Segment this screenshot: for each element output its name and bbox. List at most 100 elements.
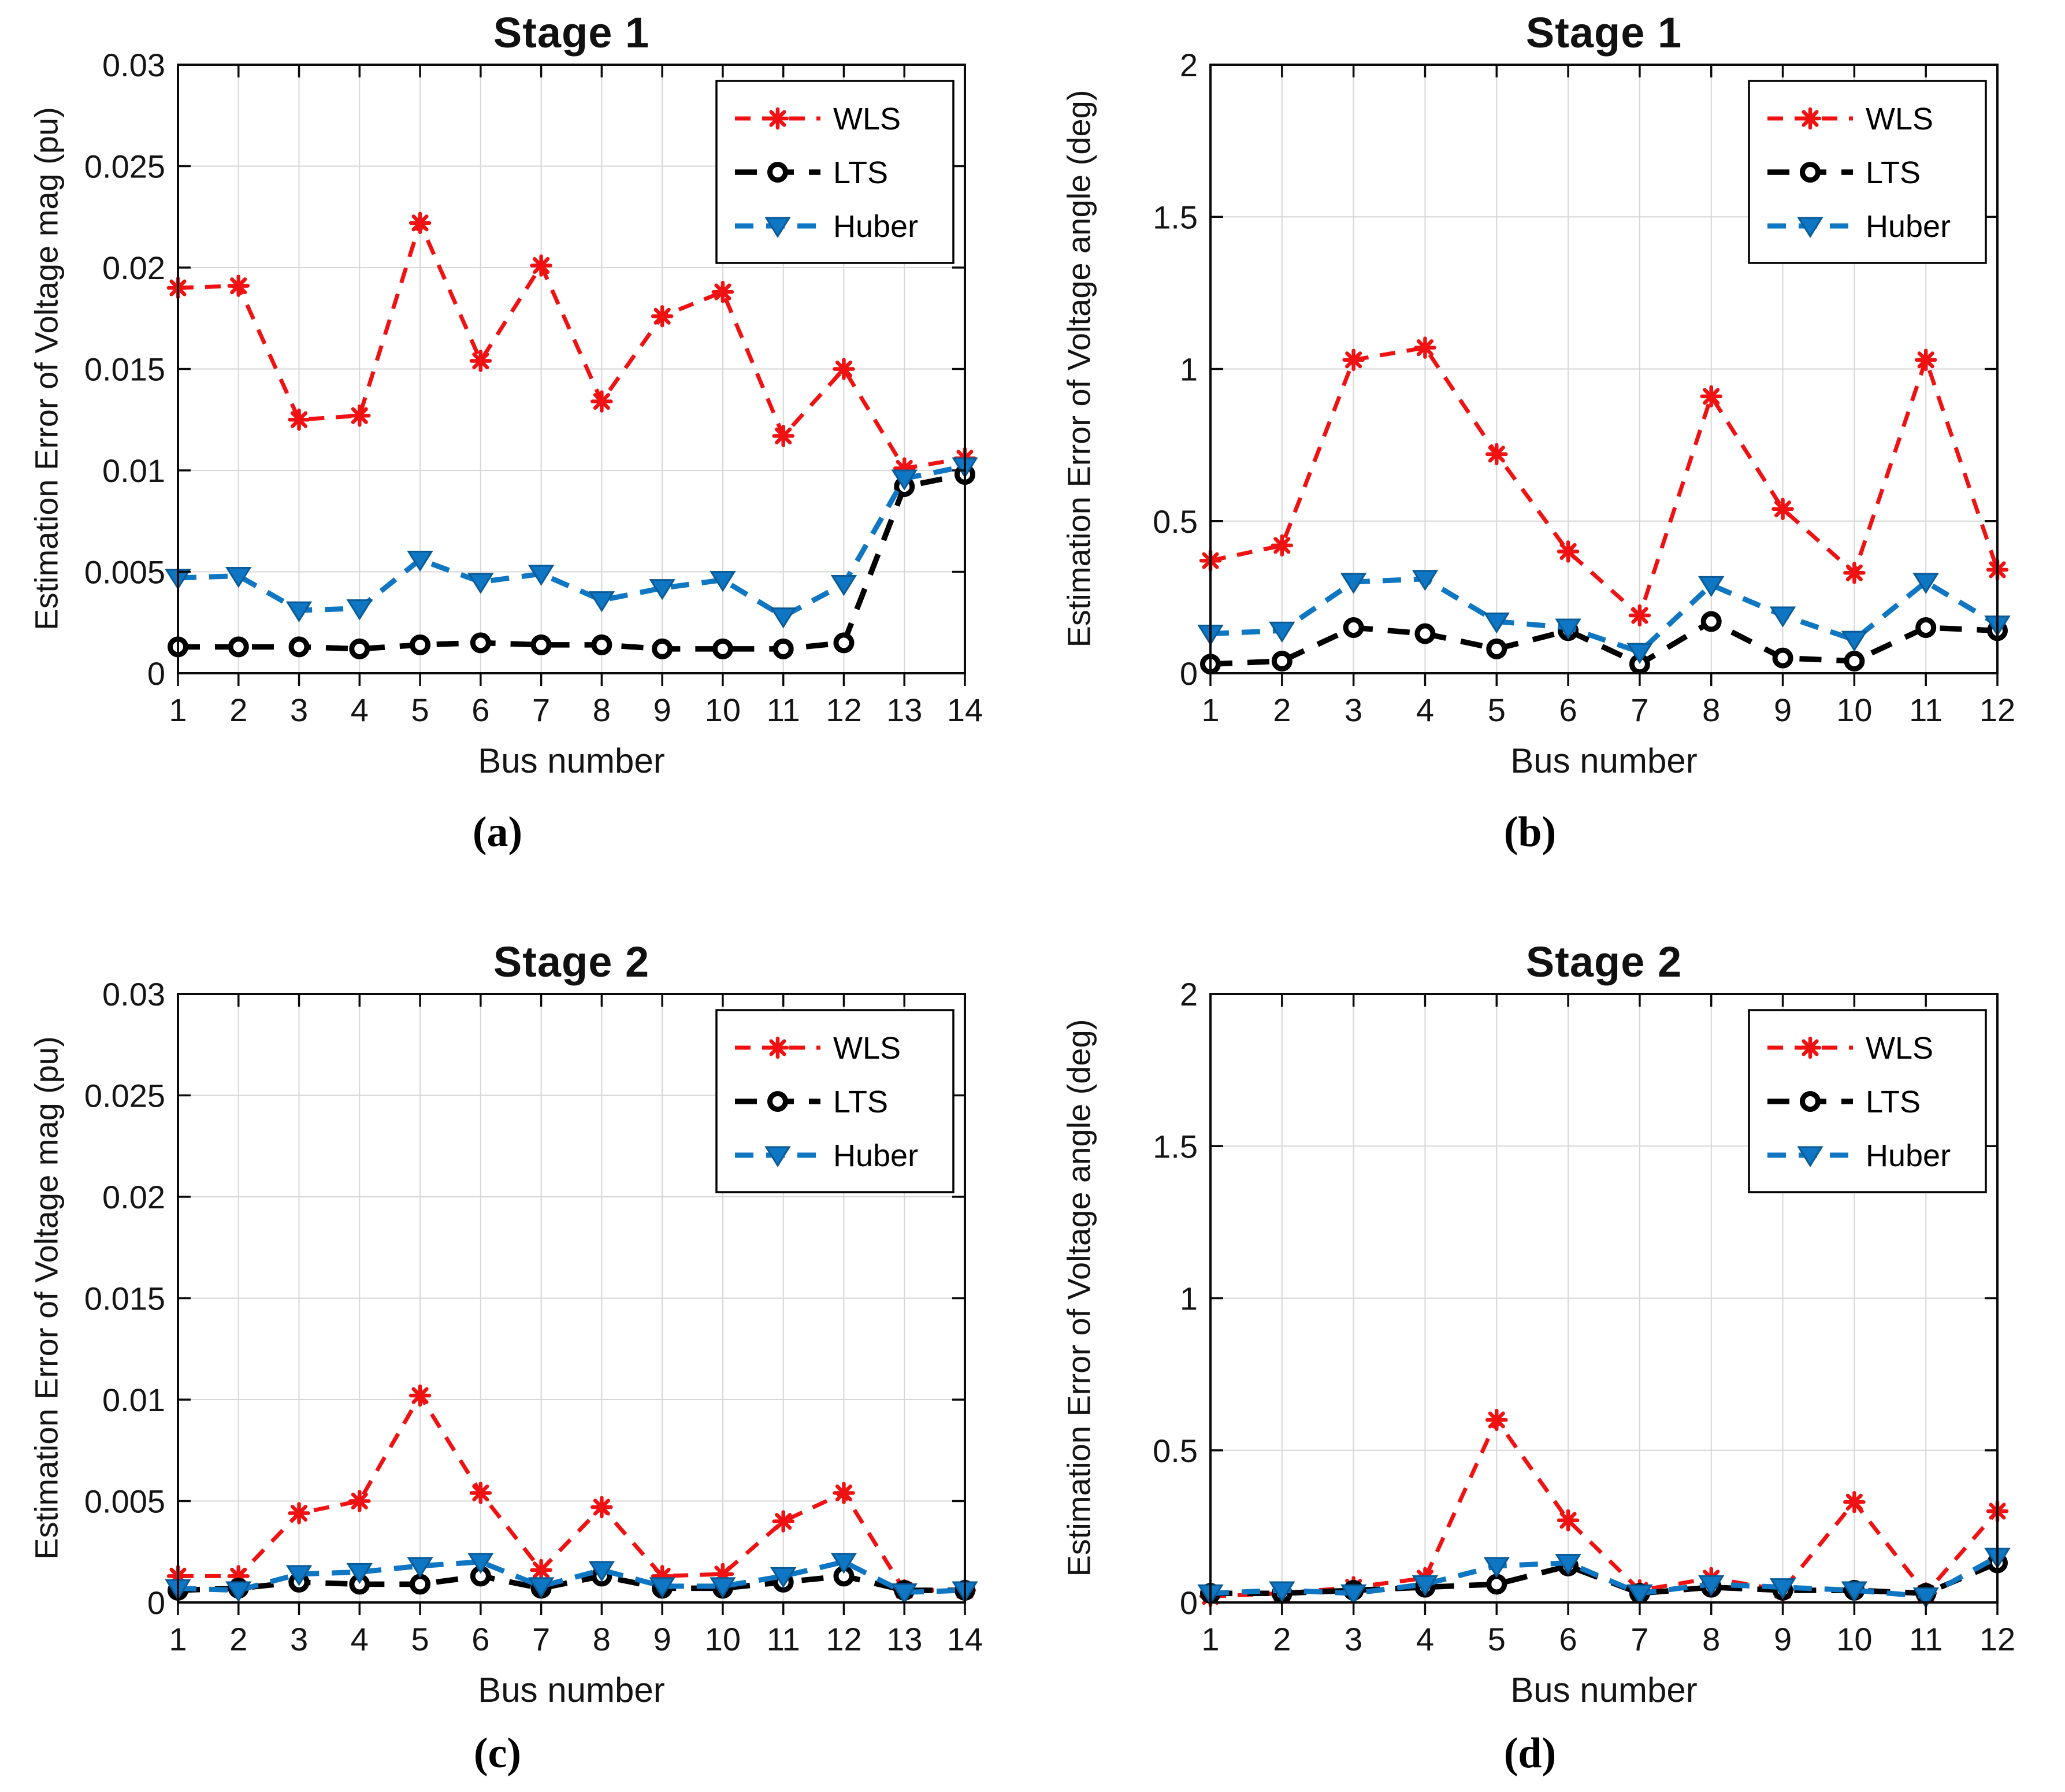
lts-circle-marker	[1486, 638, 1507, 659]
huber-triangle-marker	[764, 217, 791, 238]
legend: WLS LTS Huber	[1748, 1009, 1987, 1193]
huber-triangle-marker	[1555, 1554, 1581, 1575]
lts-circle-marker	[349, 638, 370, 659]
lts-circle-marker	[1915, 617, 1937, 639]
huber-triangle-marker	[588, 591, 615, 613]
huber-triangle-marker	[285, 601, 313, 623]
y-tick-label: 0.015	[84, 1281, 165, 1317]
wls-asterisk-marker	[1921, 355, 1931, 365]
huber-triangle-marker	[891, 469, 918, 491]
x-tick-label: 2	[229, 1621, 247, 1657]
series-lts	[1200, 611, 2008, 675]
y-tick-label: 1	[1180, 1281, 1198, 1317]
huber-triangle-marker	[1483, 1557, 1510, 1578]
x-tick-label: 2	[1273, 1621, 1291, 1657]
series-lts-line	[178, 472, 965, 652]
lts-circle-marker	[1772, 647, 1793, 669]
legend-label: LTS	[1866, 1085, 1921, 1119]
x-tick-label: 4	[351, 692, 369, 728]
x-tick-label: 3	[1345, 692, 1362, 728]
wls-asterisk-marker	[596, 396, 607, 407]
wls-asterisk-marker	[1778, 504, 1788, 514]
x-tick-label: 12	[1979, 1621, 2015, 1657]
x-tick-label: 7	[1631, 1621, 1648, 1657]
legend-label: WLS	[1866, 102, 1933, 136]
legend: WLS LTS Huber	[715, 80, 954, 264]
series-wls-line	[1210, 1416, 1999, 1598]
huber-triangle-marker	[830, 1553, 857, 1574]
x-tick-label: 1	[169, 692, 187, 728]
huber-triangle-marker	[1769, 1578, 1796, 1600]
chart-a-title: Stage 1	[493, 9, 650, 57]
chart-c-caption: (c)	[473, 1730, 522, 1777]
huber-triangle-marker	[1412, 570, 1439, 591]
y-tick-label: 0.01	[102, 452, 165, 489]
y-tick-label: 1	[1180, 351, 1198, 388]
y-tick-label: 0	[147, 1585, 165, 1621]
wls-asterisk-marker	[718, 1569, 728, 1579]
legend-label: Huber	[1866, 209, 1951, 244]
x-tick-label: 9	[1774, 1621, 1792, 1657]
lts-circle-marker	[591, 634, 612, 655]
huber-triangle-marker	[1698, 576, 1725, 598]
huber-triangle-marker	[1626, 1584, 1653, 1606]
wls-asterisk-marker	[1349, 355, 1359, 365]
series-lts-line	[1210, 618, 1998, 667]
lts-circle-marker	[1271, 650, 1293, 671]
y-tick-label: 0.025	[84, 1078, 165, 1114]
wls-asterisk-marker	[294, 414, 304, 425]
y-tick-label: 0	[1180, 655, 1198, 692]
x-tick-label: 9	[653, 1621, 671, 1657]
chart-d-title: Stage 2	[1525, 938, 1683, 986]
wls-asterisk-marker	[718, 287, 728, 297]
wls-asterisk-marker	[1277, 540, 1287, 551]
lts-circle-marker	[470, 632, 491, 654]
wls-asterisk-marker	[596, 1502, 607, 1512]
x-tick-label: 6	[471, 1621, 489, 1657]
y-tick-label: 0.03	[102, 976, 165, 1012]
huber-triangle-marker	[1841, 1581, 1868, 1602]
x-tick-label: 8	[1702, 692, 1720, 728]
wls-asterisk-marker	[476, 355, 486, 366]
lts-circle-marker	[767, 1091, 788, 1112]
y-tick-label: 2	[1180, 976, 1198, 1012]
wls-asterisk-marker	[233, 281, 244, 291]
wls-asterisk-marker	[1805, 1042, 1815, 1053]
x-tick-label: 12	[1979, 692, 2015, 728]
series-huber-line	[177, 463, 965, 619]
huber-triangle-marker	[1769, 606, 1796, 628]
wls-asterisk-marker	[838, 364, 849, 374]
x-tick-label: 9	[1774, 692, 1792, 728]
x-tick-label: 12	[826, 692, 861, 728]
x-tick-label: 4	[1416, 692, 1434, 728]
x-tick-label: 3	[290, 1621, 308, 1657]
wls-asterisk-marker	[772, 113, 783, 124]
lts-circle-marker	[772, 638, 794, 659]
huber-triangle-marker	[1698, 1575, 1725, 1597]
huber-triangle-marker	[649, 579, 675, 600]
x-tick-label: 3	[290, 692, 308, 728]
huber-triangle-marker	[1912, 573, 1939, 594]
y-tick-label: 2	[1180, 47, 1198, 83]
y-tick-label: 1.5	[1153, 1128, 1198, 1164]
wls-asterisk-marker	[354, 410, 365, 421]
x-tick-label: 5	[1488, 692, 1506, 728]
legend-label: LTS	[833, 1085, 888, 1119]
series-huber	[1197, 570, 2011, 664]
y-tick-label: 0.005	[84, 1483, 165, 1520]
series-huber	[165, 457, 978, 629]
x-tick-label: 3	[1345, 1621, 1362, 1657]
lts-circle-marker	[1414, 623, 1436, 644]
chart-a-y-axis-label: Estimation Error of Voltage mag (pu)	[28, 107, 65, 630]
series-lts-line	[1210, 1560, 1999, 1597]
x-tick-label: 7	[532, 692, 550, 728]
series-wls	[1199, 336, 2009, 627]
huber-triangle-marker	[649, 1577, 675, 1598]
series-wls	[1199, 1408, 2009, 1608]
x-tick-label: 13	[886, 692, 922, 728]
series-lts	[168, 464, 975, 659]
